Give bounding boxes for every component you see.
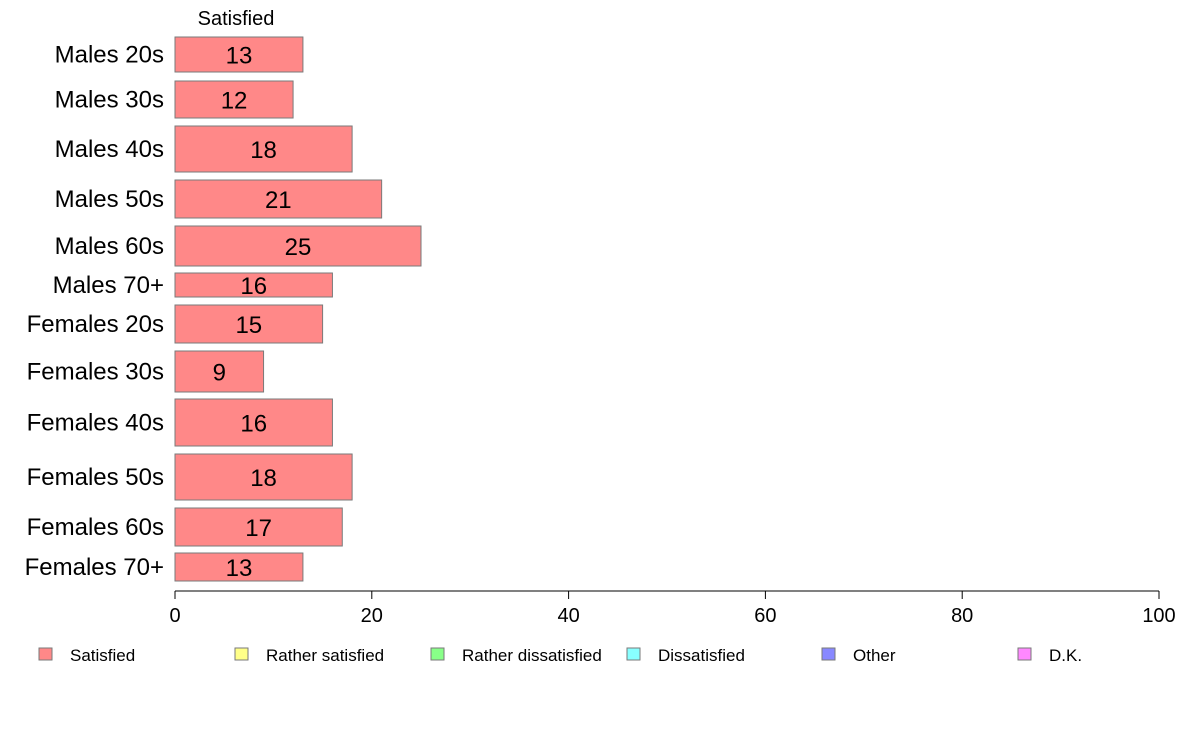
bar-satisfied [174,304,324,344]
data-label: 12 [221,88,248,115]
legend-label: D.K. [1049,646,1082,665]
category-label: Males 30s [55,87,164,114]
bar-satisfied [174,552,304,582]
x-tick-label: 80 [951,605,973,627]
x-axis: 0 20 40 60 80 100 [169,590,1176,627]
category-label: Females 30s [27,359,164,386]
legend-swatch [1017,647,1032,661]
data-label: 15 [235,312,262,339]
data-label: 21 [265,187,292,214]
x-tick-label: 60 [754,605,776,627]
x-tick-label: 100 [1142,605,1175,627]
legend-label: Satisfied [70,646,135,665]
category-label: Males 70+ [53,272,164,299]
legend-swatch [821,647,836,661]
bar-satisfied [174,398,333,447]
data-label: 17 [245,515,272,542]
legend-swatch [234,647,249,661]
legend: Satisfied Rather satisfied Rather dissatis… [38,646,1082,665]
legend-swatch [38,647,53,661]
legend-label: Dissatisfied [658,646,745,665]
legend-label: Other [853,646,896,665]
category-label: Males 50s [55,186,164,213]
bar-satisfied [174,80,294,119]
bar-satisfied [174,125,353,173]
bar-satisfied [174,272,333,298]
category-label: Females 40s [27,410,164,437]
column-header: Satisfied [198,8,275,30]
data-label: 16 [240,273,267,300]
x-tick-label: 20 [361,605,383,627]
data-label: 13 [226,555,253,582]
bars-group: Males 20s 13 Males 30s 12 Males 40s 18 Males 5… [25,36,422,582]
legend-swatch [626,647,641,661]
legend-label: Rather satisfied [266,646,384,665]
legend-swatch [430,647,445,661]
category-label: Males 60s [55,233,164,260]
legend-label: Rather dissatisfied [462,646,602,665]
bar-satisfied [174,179,383,219]
category-label: Females 50s [27,464,164,491]
category-label: Males 20s [55,42,164,69]
x-tick-label: 40 [557,605,579,627]
data-label: 25 [285,234,312,261]
data-label: 18 [250,465,277,492]
bar-satisfied [174,36,304,73]
category-label: Females 60s [27,514,164,541]
category-label: Females 70+ [25,554,164,581]
bar-satisfied [174,507,343,547]
x-tick-label: 0 [169,605,180,627]
category-label: Females 20s [27,311,164,338]
data-label: 13 [226,43,253,70]
category-label: Males 40s [55,136,164,163]
data-label: 9 [213,360,226,387]
bar-satisfied [174,225,422,267]
data-label: 16 [240,411,267,438]
bar-satisfied [174,453,353,501]
data-label: 18 [250,137,277,164]
bar-satisfied [174,350,265,393]
